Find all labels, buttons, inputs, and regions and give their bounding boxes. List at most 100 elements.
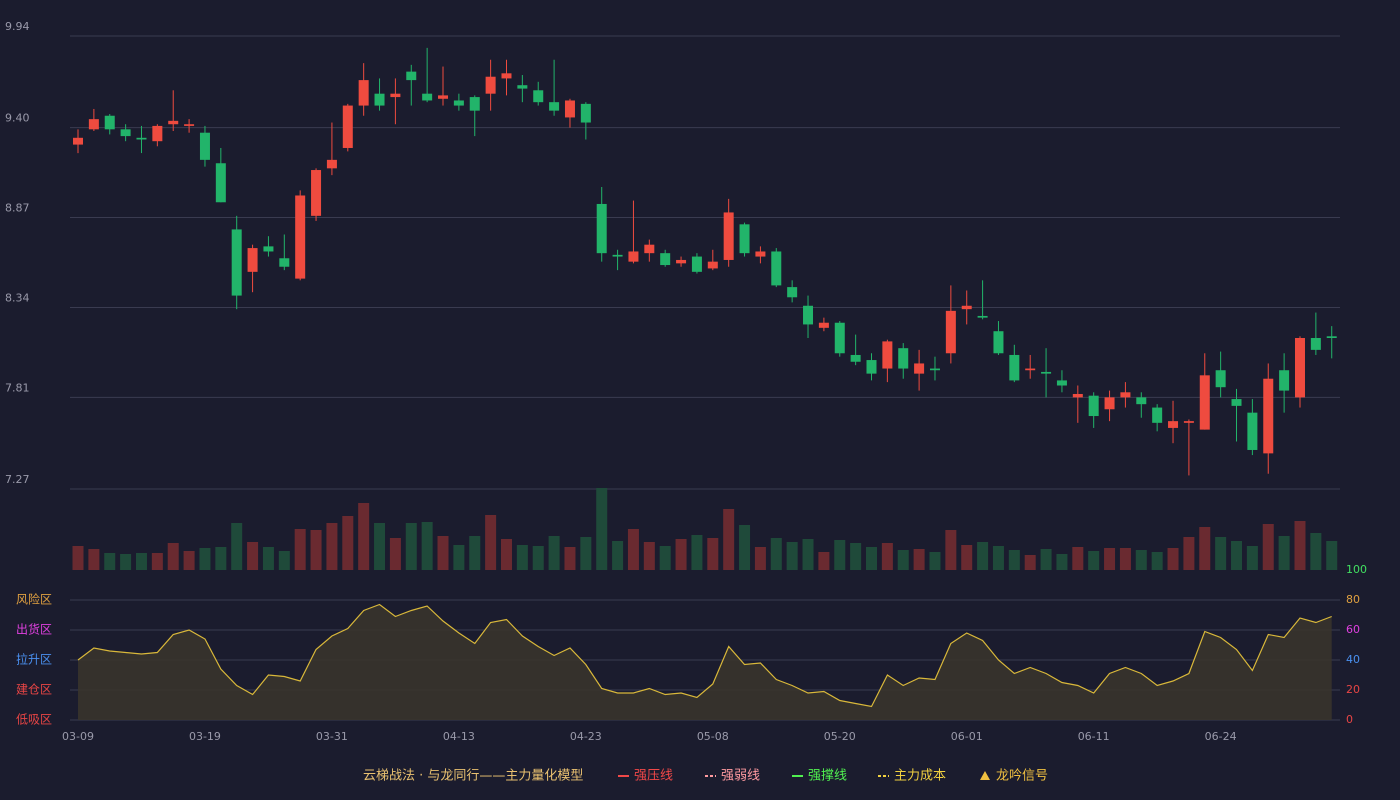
x-tick-label: 03-09 — [62, 730, 94, 743]
volume-bar — [215, 547, 227, 570]
volume-bar — [1104, 548, 1116, 570]
candle-body — [358, 80, 369, 106]
candle-body — [406, 71, 417, 81]
volume-bar — [72, 546, 84, 570]
candle-body — [898, 348, 909, 369]
x-tick-label: 05-20 — [824, 730, 856, 743]
candle-body — [818, 322, 829, 328]
volume-bar — [1135, 550, 1147, 570]
volume-bar — [723, 509, 735, 570]
candle-body — [453, 100, 464, 106]
y-tick-label: 9.40 — [5, 112, 30, 125]
volume-bar — [532, 546, 544, 570]
candle-body — [1088, 395, 1099, 417]
volume-bar — [866, 547, 877, 570]
volume-bar — [739, 525, 751, 570]
candle-body — [1231, 399, 1242, 406]
candle-body — [723, 212, 734, 260]
volume-bar — [1024, 555, 1036, 570]
x-tick-label: 05-08 — [697, 730, 729, 743]
volume-bar — [548, 536, 560, 570]
volume-bar — [1183, 537, 1195, 570]
candle-body — [929, 368, 940, 371]
volume-bar — [294, 529, 306, 570]
candle-body — [961, 305, 972, 310]
volume-bar — [643, 542, 655, 570]
candle-body — [1041, 371, 1052, 374]
y-tick-label: 100 — [1346, 563, 1367, 576]
y-tick-label: 40 — [1346, 653, 1360, 666]
candle-body — [691, 256, 702, 272]
candle-body — [73, 137, 83, 145]
candle-body — [533, 90, 544, 103]
y-tick-label: 7.81 — [5, 381, 30, 394]
legend-title: 云梯战法 · 与龙同行——主力量化模型 — [363, 769, 583, 784]
candle-body — [422, 93, 433, 101]
volume-bar — [1056, 554, 1068, 570]
volume-bar — [485, 515, 497, 570]
volume-bar — [358, 503, 370, 570]
volume-bar — [342, 516, 354, 570]
candle-body — [1310, 338, 1321, 350]
volume-bar — [913, 549, 925, 570]
area-fill — [78, 604, 1332, 720]
candle-body — [914, 363, 925, 374]
volume-bar — [231, 523, 243, 570]
legend-item: 强撑线 — [808, 769, 847, 784]
candle-body — [263, 246, 274, 252]
zone-label: 拉升区 — [16, 652, 52, 667]
candle-body — [501, 73, 512, 79]
candle-body — [612, 254, 623, 257]
y-tick-label: 8.34 — [5, 291, 30, 304]
candle-body — [1199, 375, 1210, 430]
x-tick-label: 06-11 — [1078, 730, 1110, 743]
volume-bar — [120, 554, 132, 570]
volume-bar — [881, 543, 893, 570]
candle-body — [88, 119, 99, 130]
volume-bar — [1310, 533, 1322, 570]
volume-bar — [469, 536, 481, 570]
candle-body — [1120, 392, 1131, 398]
volume-bar — [262, 547, 274, 570]
volume-bar — [1262, 524, 1274, 570]
volume-bar — [977, 542, 989, 570]
candle-body — [168, 120, 179, 125]
candle-body — [1025, 368, 1036, 371]
volume-bar — [1151, 552, 1163, 570]
indicator-line — [77, 603, 1332, 708]
candle-body — [104, 115, 115, 130]
candle-body — [1056, 380, 1067, 386]
volume-bar — [802, 539, 814, 570]
candle-body — [1294, 338, 1305, 398]
candle-body — [485, 76, 496, 94]
legend-marker — [980, 771, 990, 780]
candle-body — [771, 251, 782, 286]
x-tick-label: 04-23 — [570, 730, 602, 743]
volume-bar — [580, 537, 592, 570]
volume-bar — [897, 550, 909, 570]
volume-bar — [199, 548, 211, 570]
candle-body — [1104, 397, 1115, 410]
candle-body — [945, 310, 956, 354]
volume-bar — [437, 536, 449, 570]
candle-body — [866, 360, 877, 374]
candle-body — [438, 95, 449, 99]
candle-body — [628, 251, 639, 262]
volume-bar — [183, 551, 195, 570]
volume-bar — [421, 522, 433, 570]
candle-body — [184, 124, 195, 126]
candle-body — [1247, 412, 1258, 450]
volume-bar — [834, 540, 846, 570]
candle-body — [1072, 393, 1083, 398]
candle-body — [247, 248, 258, 272]
volume-bar — [596, 488, 608, 570]
volume-bar — [1278, 536, 1290, 570]
volume-bar — [961, 545, 973, 570]
legend-item: 强压线 — [634, 769, 673, 784]
candle-body — [564, 100, 575, 118]
candle-body — [311, 170, 322, 216]
candle-body — [136, 137, 147, 140]
x-tick-label: 06-01 — [951, 730, 983, 743]
candle-body — [1136, 397, 1147, 405]
